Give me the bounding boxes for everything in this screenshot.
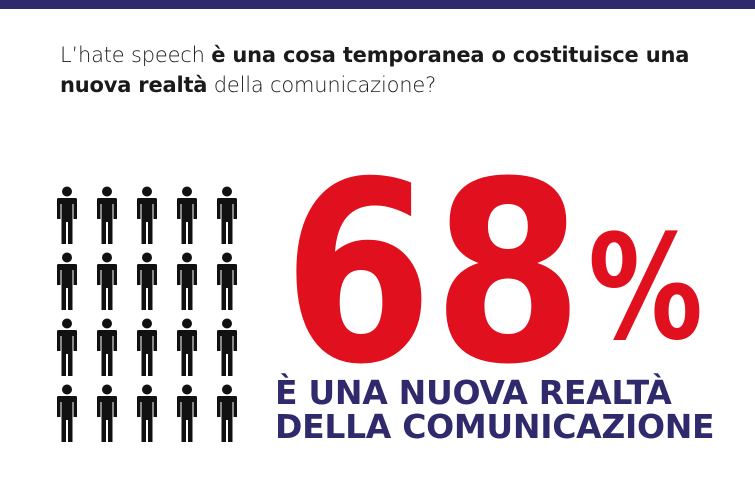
person-icon <box>214 186 240 246</box>
people-icon-grid <box>54 186 254 451</box>
person-icon <box>174 384 200 444</box>
percentage-svg: 68 % <box>283 160 703 375</box>
person-icon <box>134 186 160 246</box>
person-icon <box>174 186 200 246</box>
person-icon <box>214 384 240 444</box>
person-icon <box>94 186 120 246</box>
person-icon <box>94 318 120 378</box>
person-icon <box>94 252 120 312</box>
percentage-unit: % <box>588 204 703 373</box>
person-icon <box>94 384 120 444</box>
person-icon <box>214 252 240 312</box>
answer-text: È UNA NUOVA REALTÀ DELLA COMUNICAZIONE <box>275 376 735 444</box>
question-part-1: L’hate speech <box>60 43 212 67</box>
survey-question: L’hate speech è una cosa temporanea o co… <box>60 40 720 100</box>
question-part-2-bold: è una cosa temporanea o costituisce una … <box>60 43 690 97</box>
person-icon <box>134 318 160 378</box>
person-icon <box>174 252 200 312</box>
person-icon <box>174 318 200 378</box>
person-icon <box>54 252 80 312</box>
question-part-3: della comunicazione? <box>207 73 437 97</box>
answer-line-1: È UNA NUOVA REALTÀ <box>275 373 672 412</box>
person-icon <box>214 318 240 378</box>
percentage-value: 68 <box>283 160 583 375</box>
top-bar <box>0 0 755 9</box>
answer-line-2: DELLA COMUNICAZIONE <box>275 407 715 446</box>
person-icon <box>54 318 80 378</box>
person-icon <box>54 384 80 444</box>
person-icon <box>134 384 160 444</box>
big-percentage: 68 % <box>283 160 713 375</box>
person-icon <box>134 252 160 312</box>
person-icon <box>54 186 80 246</box>
